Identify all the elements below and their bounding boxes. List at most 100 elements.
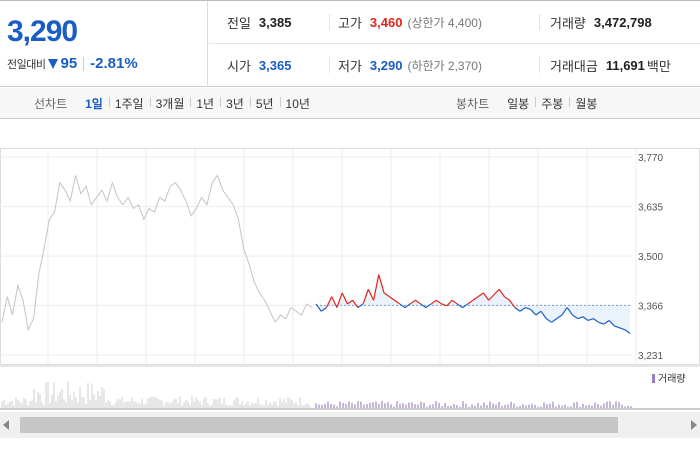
high-label: 고가 — [338, 15, 362, 31]
today-line-segment — [315, 303, 322, 312]
today-line-segment — [509, 299, 516, 308]
today-line-segment — [456, 303, 463, 309]
tab-3y[interactable]: 3년 — [220, 95, 250, 112]
y-tick-label: 3,500 — [638, 252, 663, 263]
today-line-segment — [540, 310, 547, 319]
today-line-segment — [430, 299, 437, 305]
prev-close-label: 전일 — [227, 16, 251, 31]
price-chart[interactable]: 3,770 3,635 3,500 3,366 3,231 거래량 — [0, 120, 700, 410]
today-line-segment — [446, 299, 453, 307]
amount-value: 11,691 — [605, 57, 645, 73]
today-line-segment — [352, 299, 359, 308]
info-row: 전일 3,385 고가 3,460 (상한가 4,400) 거래량 3,472,… — [209, 1, 700, 44]
high-price: 고가 3,460 (상한가 4,400) — [329, 14, 482, 31]
today-line-segment — [451, 299, 458, 305]
prev-close: 전일 3,385 — [227, 1, 291, 44]
today-line-segment — [556, 314, 563, 320]
today-line-segment — [498, 288, 505, 297]
current-price: 3,290 — [7, 15, 78, 48]
today-line-segment — [394, 299, 401, 305]
today-line-segment — [493, 288, 500, 296]
today-line-segment — [347, 299, 353, 305]
today-line-segment — [336, 292, 343, 308]
today-line-segment — [415, 299, 422, 305]
today-line-segment — [388, 296, 395, 301]
today-line-segment — [404, 303, 411, 309]
today-line-segment — [372, 274, 380, 301]
today-line-segment — [608, 320, 615, 327]
today-line-segment — [378, 274, 385, 294]
amount-label: 거래대금 — [550, 58, 598, 74]
today-line-segment — [587, 318, 594, 322]
prev-close-value: 3,385 — [258, 15, 292, 30]
today-line-segment — [624, 329, 631, 334]
y-tick-label: 3,770 — [638, 153, 663, 164]
price-box: 3,290 전일대비 95 -2.81% — [0, 1, 208, 87]
scroll-thumb[interactable] — [20, 417, 618, 433]
tab-5y[interactable]: 5년 — [249, 95, 280, 112]
today-line-segment — [514, 307, 521, 312]
today-line-segment — [488, 294, 495, 301]
tab-10y[interactable]: 10년 — [279, 95, 316, 112]
today-line-segment — [362, 289, 369, 305]
today-line-segment — [383, 292, 390, 298]
today-line-segment — [477, 292, 484, 298]
today-line-segment — [420, 303, 427, 309]
today-line-segment — [530, 309, 537, 316]
tab-1w[interactable]: 1주일 — [108, 95, 150, 112]
tab-1d[interactable]: 1일 — [85, 97, 103, 111]
tab-1y[interactable]: 1년 — [190, 95, 220, 112]
low-price: 저가 3,290 (하한가 2,370) — [329, 57, 482, 74]
diff-value: 95 — [60, 55, 78, 72]
trade-amount: 거래대금 11,691 백만 — [539, 57, 671, 74]
today-line-segment — [472, 296, 479, 301]
volume-label: 거래량 — [550, 15, 586, 31]
today-line-segment — [614, 325, 620, 329]
y-tick-label: 3,635 — [638, 203, 663, 214]
today-line-segment — [598, 321, 605, 325]
info-grid: 전일 3,385 고가 3,460 (상한가 4,400) 거래량 3,472,… — [209, 1, 700, 87]
open-price: 시가 3,365 — [227, 44, 291, 87]
info-row: 시가 3,365 저가 3,290 (하한가 2,370) 거래대금 11,69… — [209, 44, 700, 87]
today-line-segment — [572, 314, 579, 320]
tab-daily[interactable]: 일봉 — [507, 97, 530, 111]
volume-value: 3,472,798 — [593, 14, 652, 30]
tab-3m[interactable]: 3개월 — [149, 95, 191, 112]
today-line-segment — [603, 319, 610, 325]
tab-monthly[interactable]: 월봉 — [569, 95, 603, 112]
today-line-segment — [367, 288, 375, 301]
today-line-segment — [561, 307, 568, 316]
volume: 거래량 3,472,798 — [539, 14, 652, 31]
volume-legend: 거래량 — [658, 373, 686, 385]
low-label: 저가 — [338, 58, 362, 74]
down-arrow-icon — [48, 58, 59, 69]
today-line-segment — [325, 296, 333, 308]
diff-rate: -2.81% — [90, 55, 138, 72]
candle-chart-tabs: 봉차트 일봉 주봉 월봉 — [456, 88, 603, 119]
volume-legend-swatch — [652, 374, 655, 383]
amount-unit: 백만 — [646, 58, 671, 74]
today-line-segment — [519, 307, 526, 312]
upper-limit: (상한가 4,400) — [407, 15, 482, 30]
scroll-left-icon[interactable] — [3, 420, 9, 430]
today-line-segment — [341, 292, 348, 305]
price-change-row: 전일대비 95 -2.81% — [7, 55, 138, 72]
today-line-segment — [409, 299, 416, 305]
quote-summary: 3,290 전일대비 95 -2.81% 전일 3,385 고가 3,460 (… — [0, 0, 700, 87]
today-line-segment — [436, 299, 442, 305]
scroll-right-icon[interactable] — [691, 420, 697, 430]
today-line-segment — [593, 318, 599, 323]
today-line-segment — [482, 292, 490, 301]
line-chart-title: 선차트 — [34, 97, 68, 111]
tab-weekly[interactable]: 주봉 — [535, 95, 569, 112]
y-tick-label: 3,366 — [638, 301, 663, 312]
today-line-segment — [331, 296, 338, 308]
today-line-segment — [577, 316, 584, 320]
open-value: 3,365 — [258, 58, 292, 73]
divider — [83, 56, 85, 71]
chart-tabs: 선차트 1일 1주일 3개월 1년 3년 5년 10년 봉차트 일봉 주봉 월봉 — [0, 88, 700, 119]
chart-scrollbar[interactable] — [0, 412, 700, 438]
today-line-segment — [582, 316, 589, 321]
today-line-segment — [399, 303, 406, 309]
today-line-segment — [545, 318, 552, 323]
